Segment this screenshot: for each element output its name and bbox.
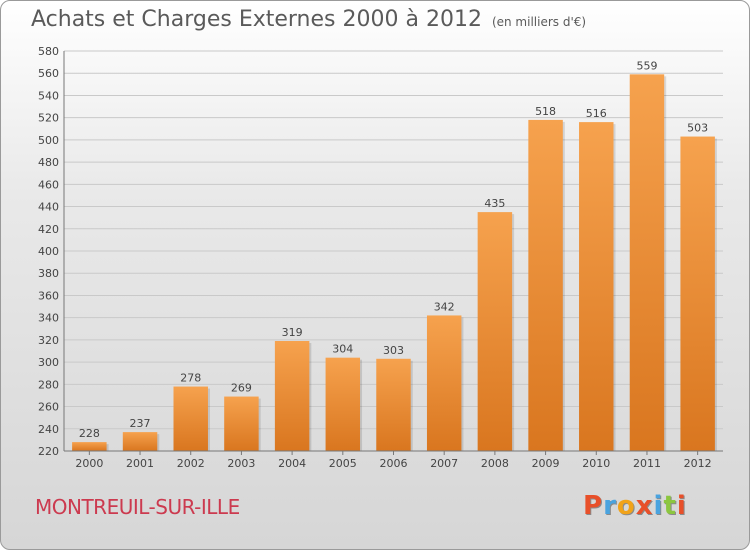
bar-2004 xyxy=(274,341,310,451)
y-tick-label: 500 xyxy=(38,134,59,147)
bar-value-label: 304 xyxy=(332,343,353,356)
bar-2007 xyxy=(426,315,462,451)
y-tick-label: 320 xyxy=(38,334,59,347)
x-tick-label: 2011 xyxy=(633,457,661,470)
y-tick-label: 540 xyxy=(38,89,59,102)
y-tick-label: 420 xyxy=(38,223,59,236)
bar-value-label: 237 xyxy=(130,417,151,430)
title-text: Achats et Charges Externes 2000 à 2012 xyxy=(31,7,482,32)
x-tick-label: 2003 xyxy=(227,457,255,470)
bar-2001 xyxy=(122,432,158,451)
bar-2011 xyxy=(629,74,665,451)
x-tick-label: 2005 xyxy=(329,457,357,470)
x-tick-label: 2004 xyxy=(278,457,306,470)
bar-2006 xyxy=(376,358,411,451)
logo-letter: o xyxy=(616,491,636,521)
bar-2012 xyxy=(680,136,715,452)
y-tick-label: 260 xyxy=(38,401,59,414)
bar-2003 xyxy=(224,396,259,451)
bar-2009 xyxy=(528,119,563,451)
bar-value-label: 518 xyxy=(535,105,556,118)
y-tick-label: 240 xyxy=(38,423,59,436)
y-tick-label: 440 xyxy=(38,201,59,214)
bar-2005 xyxy=(325,357,361,451)
bar-value-label: 559 xyxy=(636,59,657,72)
chart-title: Achats et Charges Externes 2000 à 2012 (e… xyxy=(31,7,586,32)
bar-value-label: 228 xyxy=(79,427,100,440)
x-tick-label: 2006 xyxy=(380,457,408,470)
bar-2010 xyxy=(579,122,614,451)
x-tick-label: 2010 xyxy=(582,457,610,470)
bar-value-label: 503 xyxy=(687,122,708,135)
y-tick-label: 520 xyxy=(38,112,59,125)
logo-letter: i xyxy=(676,491,687,521)
bar-value-label: 269 xyxy=(231,382,252,395)
y-tick-label: 400 xyxy=(38,245,59,258)
proxiti-logo: Proxiti xyxy=(583,491,687,521)
commune-name: MONTREUIL-SUR-ILLE xyxy=(35,495,240,519)
logo-letter: x xyxy=(635,491,654,521)
logo-letter: i xyxy=(653,491,664,521)
y-tick-label: 340 xyxy=(38,312,59,325)
x-tick-label: 2009 xyxy=(532,457,560,470)
bar-value-label: 303 xyxy=(383,344,404,357)
y-tick-label: 220 xyxy=(38,445,59,458)
y-tick-label: 580 xyxy=(38,45,59,58)
x-tick-label: 2002 xyxy=(177,457,205,470)
y-tick-label: 280 xyxy=(38,378,59,391)
x-tick-label: 2008 xyxy=(481,457,509,470)
axes: 220 240 260 280 300 320 340 360 380 400 420 440 460 4… xyxy=(38,45,723,470)
y-tick-label: 560 xyxy=(38,67,59,80)
bar-2008 xyxy=(477,212,513,451)
y-tick-label: 380 xyxy=(38,267,59,280)
bar-value-label: 516 xyxy=(586,107,607,120)
bar-2000 xyxy=(72,442,107,451)
logo-letter: t xyxy=(663,491,677,521)
bar-value-label: 278 xyxy=(180,372,201,385)
y-tick-label: 300 xyxy=(38,356,59,369)
bar-2002 xyxy=(173,386,208,451)
bar-value-label: 319 xyxy=(282,326,303,339)
y-tick-label: 480 xyxy=(38,156,59,169)
x-tick-label: 2000 xyxy=(75,457,103,470)
logo-letter: r xyxy=(603,491,617,521)
x-tick-label: 2012 xyxy=(684,457,712,470)
y-tick-label: 360 xyxy=(38,289,59,302)
x-tick-label: 2001 xyxy=(126,457,154,470)
y-tick-label: 460 xyxy=(38,178,59,191)
chart-subtitle: (en milliers d'€) xyxy=(491,15,587,29)
x-tick-label: 2007 xyxy=(430,457,458,470)
bars: 228 237 278 269 319 304 303 342 435 518 516 559 503 xyxy=(72,59,717,452)
bar-value-label: 342 xyxy=(434,300,455,313)
logo-letter: P xyxy=(583,491,604,521)
bar-value-label: 435 xyxy=(484,197,505,210)
